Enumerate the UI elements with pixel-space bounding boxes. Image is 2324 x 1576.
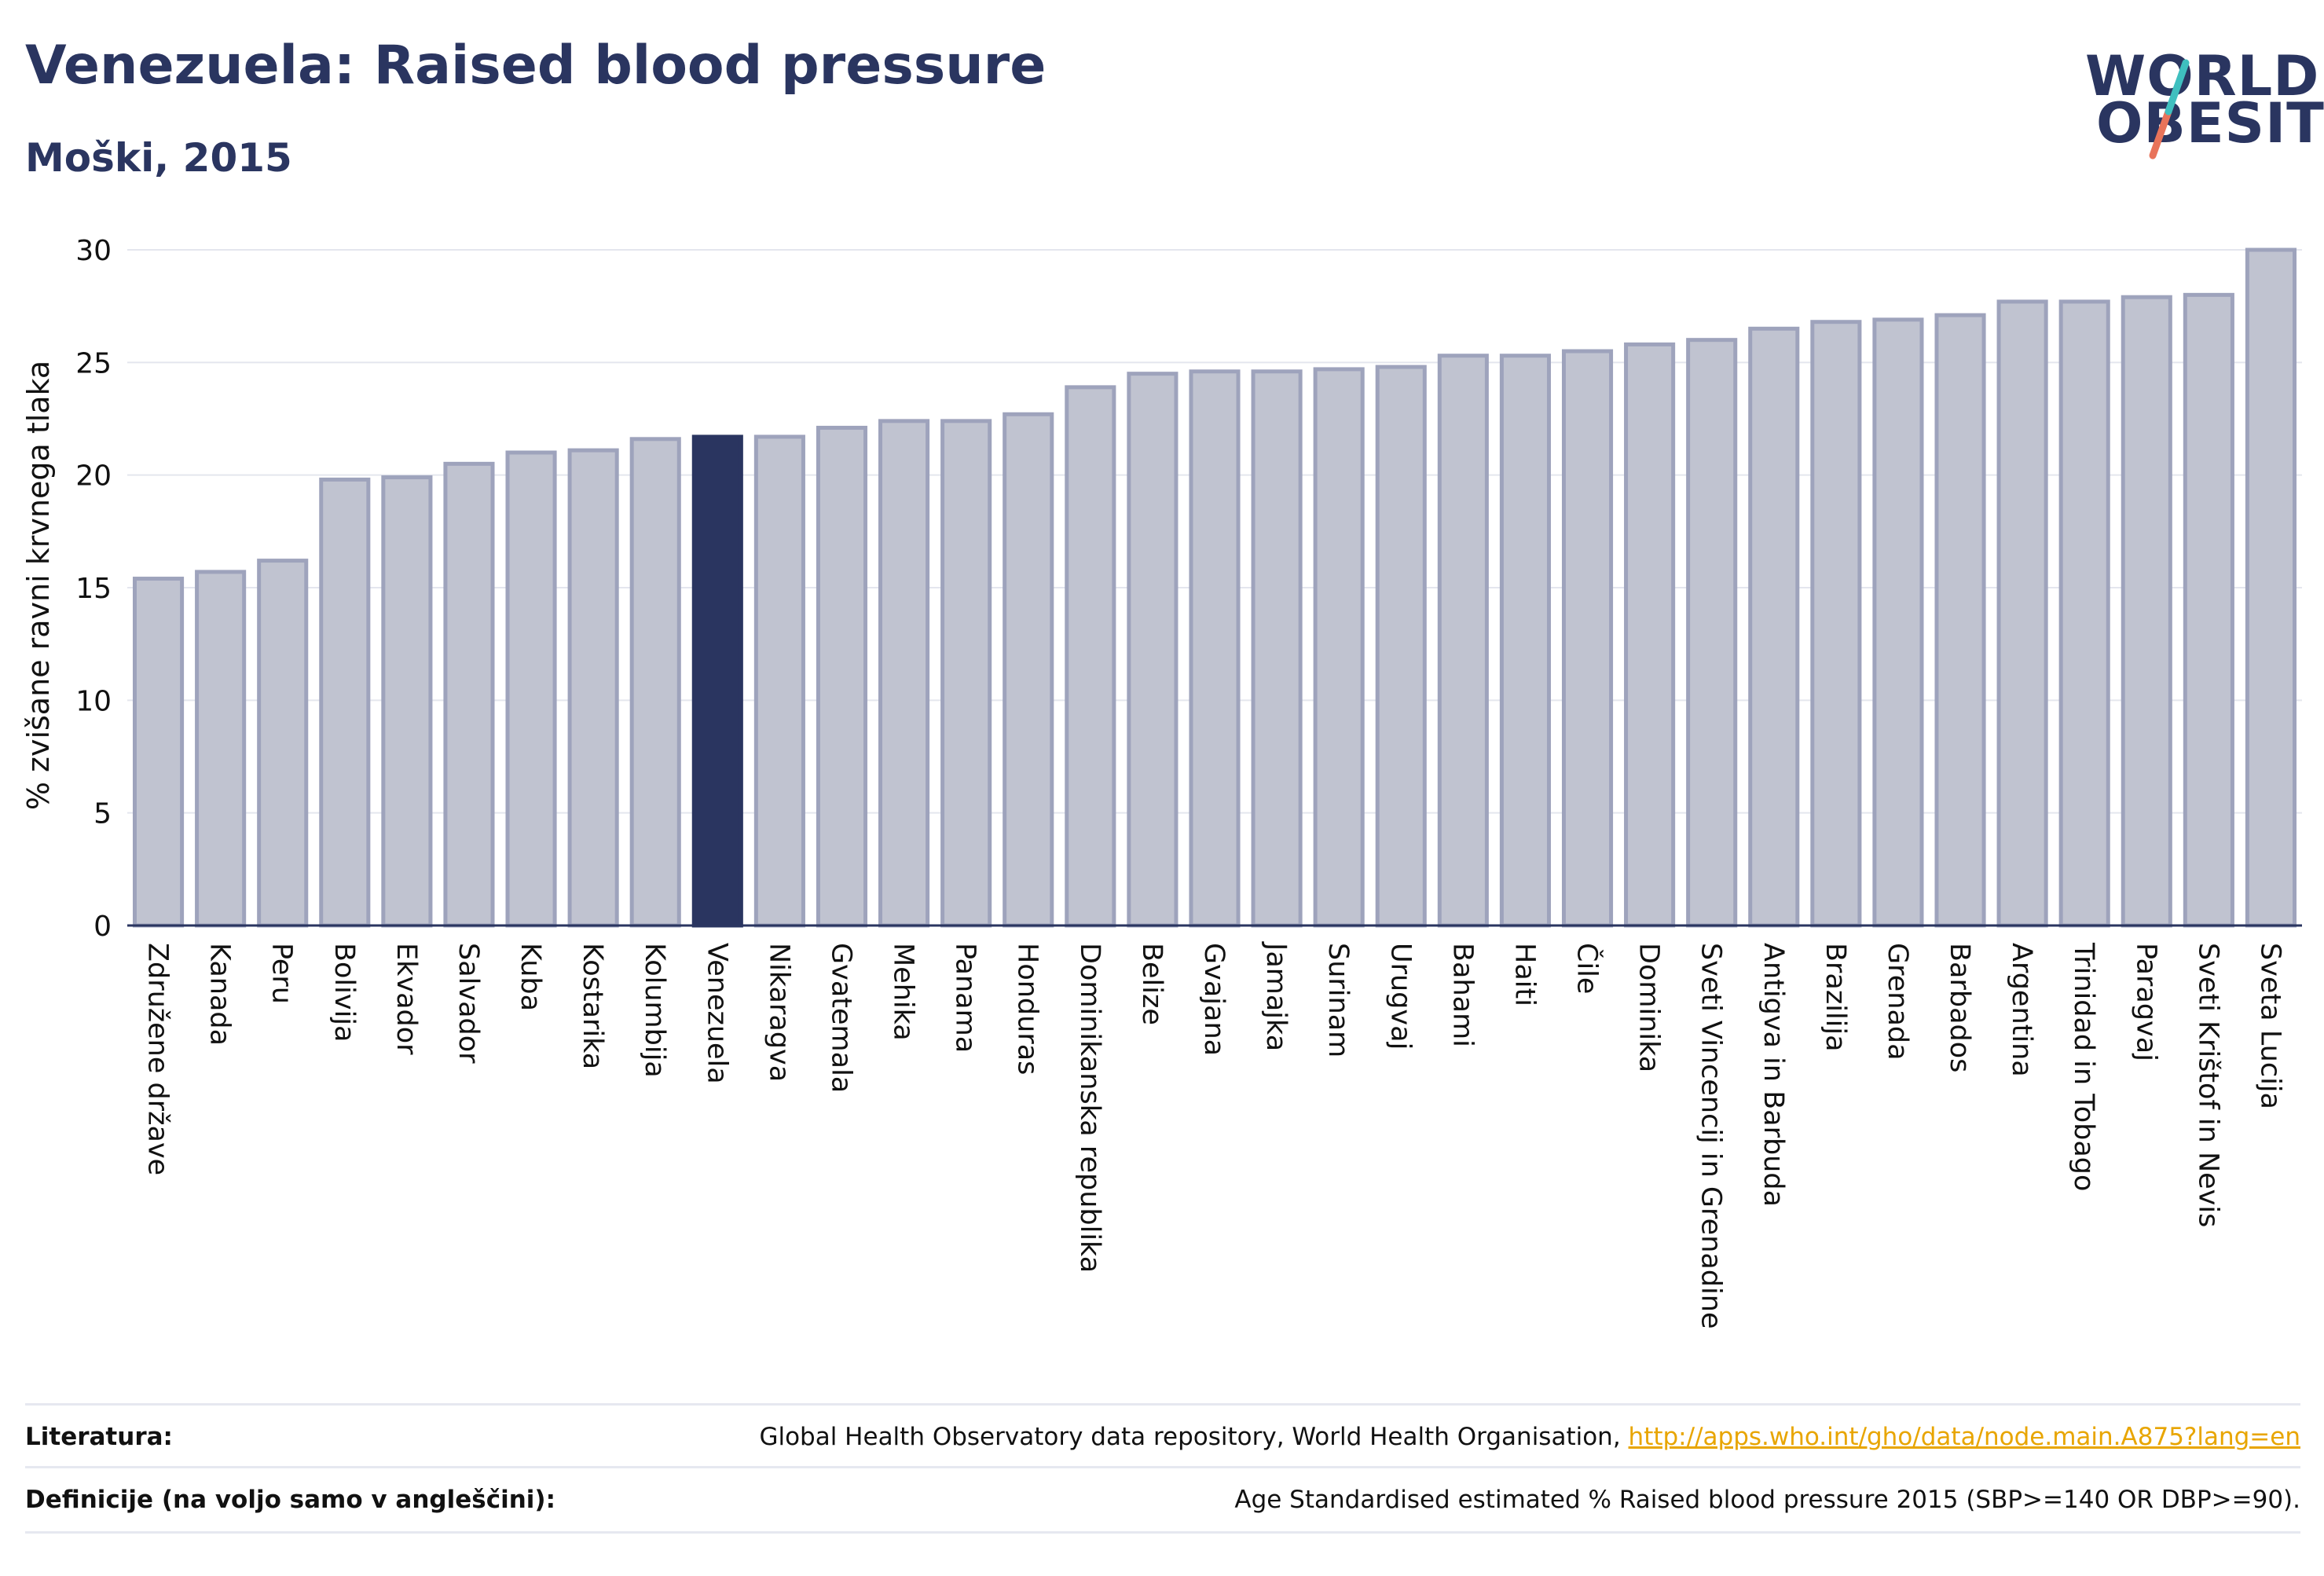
bar-venezuela [691,434,743,928]
bar-združene-države [132,577,185,928]
bar-sveti-krištof-in-nevis [2183,292,2234,928]
x-tick-label: Mehika [888,943,919,1041]
x-tick-label: Čile [1571,943,1604,994]
bar-brazilija [1810,320,1862,928]
x-tick-label: Venezuela [701,943,732,1084]
logo-text-line2: OBESITY [2096,91,2324,156]
y-tick-label: 5 [93,798,112,830]
x-tick-label: Surinam [1322,943,1354,1057]
bar-paragvaj [2121,295,2172,928]
footer-literature-row: Literatura: Global Health Observatory da… [25,1403,2300,1468]
y-tick-label: 0 [93,911,112,943]
y-tick-label: 20 [75,460,112,493]
definitions-label: Definicije (na voljo samo v angleščini): [25,1486,555,1514]
y-axis-ticks: 0 5 10 15 20 25 30 [75,235,112,943]
x-tick-label: Honduras [1012,943,1043,1075]
x-tick-label: Urugvaj [1384,943,1416,1050]
x-tick-label: Paragvaj [2130,943,2161,1061]
x-tick-label: Ekvador [390,943,422,1055]
bar-kuba [505,450,557,928]
literature-link[interactable]: http://apps.who.int/gho/data/node.main.A… [1628,1423,2300,1451]
chart-title: Venezuela: Raised blood pressure [25,35,1047,97]
x-axis-labels: Združene države Kanada Peru Bolivija Ekvador… [142,941,2286,1329]
bar-kostarika [567,448,619,928]
x-tick-label: Sveti Krištof in Nevis [2192,943,2223,1227]
x-tick-label: Jamajka [1260,941,1292,1051]
bars [132,247,2297,928]
bar-surinam [1313,367,1365,928]
bar-barbados [1934,313,1986,928]
x-tick-label: Peru [266,943,298,1004]
bar-panama [940,419,992,928]
bar-mehika [878,419,930,928]
x-tick-label: Bolivija [328,943,360,1042]
bar-nikaragva [753,434,805,928]
bar-čile [1561,349,1614,928]
bar-kolumbija [629,437,681,928]
bar-grenada [1872,317,1924,928]
logo-text-line1: WORLD [2085,44,2320,108]
bar-dominika [1624,342,1676,928]
bar-argentina [1996,299,2048,928]
bar-sveta-lucija [2245,247,2297,928]
x-tick-label: Trinidad in Tobago [2068,942,2099,1191]
x-tick-label: Bahami [1446,943,1478,1047]
footer-definitions-row: Definicije (na voljo samo v angleščini):… [25,1466,2300,1534]
literature-source: Global Health Observatory data repositor… [759,1423,2300,1451]
x-tick-label: Nikaragva [763,943,794,1082]
x-tick-label: Salvador [453,943,484,1064]
footer: Literatura: Global Health Observatory da… [25,1403,2300,1537]
bar-chart: 0 5 10 15 20 25 30 Združene države Kanada Peru Bo… [21,235,2302,1329]
x-tick-label: Gvajana [1198,943,1230,1056]
x-tick-label: Dominika [1633,943,1665,1072]
literature-label: Literatura: [25,1423,173,1451]
x-tick-label: Belize [1136,943,1167,1025]
bar-jamajka [1251,369,1303,928]
y-tick-label: 25 [75,347,112,379]
x-tick-label: Sveta Lucija [2254,943,2286,1109]
x-tick-label: Kanada [204,943,236,1046]
bar-urugvaj [1375,365,1427,928]
x-tick-label: Kostarika [577,943,608,1069]
bar-honduras [1003,412,1054,928]
x-tick-label: Združene države [142,943,174,1175]
chart-subtitle: Moški, 2015 [25,135,292,181]
x-tick-label: Dominikanska republika [1074,943,1105,1273]
literature-text: Global Health Observatory data repositor… [759,1423,1629,1451]
bar-ekvador [381,475,433,928]
bar-antigva-in-barbuda [1748,326,1800,928]
x-tick-label: Panama [950,943,981,1053]
bar-salvador [443,461,495,928]
x-tick-label: Sveti Vincencij in Grenadine [1695,943,1727,1329]
y-tick-label: 10 [75,685,112,717]
definitions-text: Age Standardised estimated % Raised bloo… [1234,1486,2300,1514]
logo-slash-icon [2149,59,2190,159]
y-axis-title: % zvišane ravni krvnega tlaka [21,361,56,810]
bar-trinidad-in-tobago [2058,299,2110,928]
bar-gvatemala [816,425,868,928]
x-tick-label: Barbados [1944,943,1975,1072]
bar-bahami [1437,354,1489,928]
x-tick-label: Kolumbija [639,943,670,1078]
x-tick-label: Haiti [1508,943,1540,1006]
x-tick-label: Brazilija [1820,943,1851,1052]
x-tick-label: Gvatemala [825,943,856,1093]
world-obesity-logo: WORLD OBESITY [2076,39,2324,165]
bar-gvajana [1189,369,1241,928]
x-tick-label: Argentina [2006,943,2037,1077]
y-tick-label: 15 [75,573,112,605]
bar-dominikanska-republika [1065,385,1116,928]
bar-peru [257,559,309,928]
x-tick-label: Grenada [1882,943,1913,1061]
bar-haiti [1499,354,1551,928]
bar-bolivija [319,477,371,928]
x-tick-label: Kuba [515,943,546,1011]
bar-belize [1127,372,1178,928]
bar-sveti-vincencij-in-grenadine [1686,338,1738,928]
bar-kanada [195,570,247,928]
y-tick-label: 30 [75,235,112,267]
x-tick-label: Antigva in Barbuda [1758,943,1789,1207]
